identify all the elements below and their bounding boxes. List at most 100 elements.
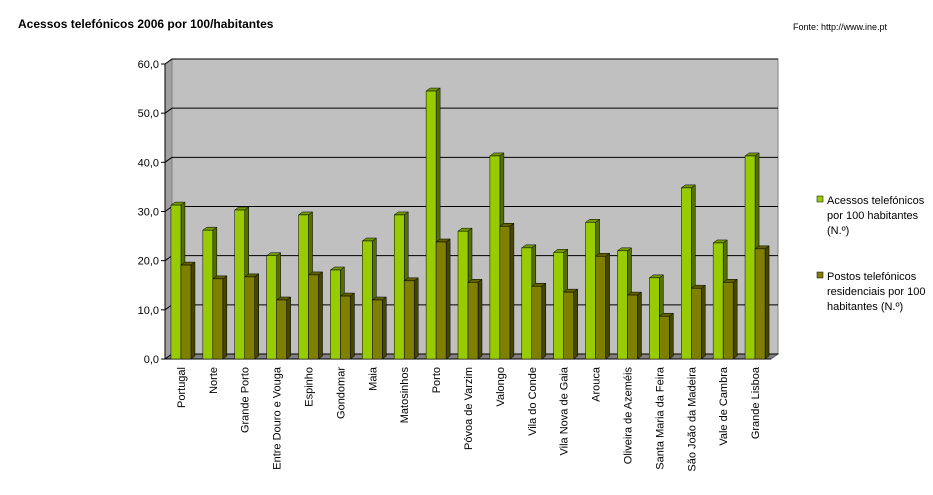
bar-front [744, 155, 756, 360]
bar-side [445, 238, 451, 360]
bar [467, 278, 483, 360]
bar-front [170, 204, 182, 360]
bar-front [330, 269, 341, 360]
bar-front [362, 240, 373, 360]
bar-front [457, 230, 469, 360]
y-tick-label: 40,0 [138, 157, 159, 169]
bar-front [180, 264, 192, 360]
x-tick-label: Oliveira de Azeméis [622, 367, 634, 465]
x-tick-label: Vila Nova de Gaia [559, 366, 571, 455]
bar [754, 245, 770, 360]
bar-front [393, 214, 405, 360]
x-tick-label: Matosinhos [399, 367, 411, 424]
bar-side [637, 291, 642, 360]
bar-side [318, 271, 323, 360]
bar-front [372, 299, 383, 360]
bar-front [563, 291, 574, 360]
y-tick-label: 60,0 [138, 59, 159, 71]
bar-front [681, 187, 692, 360]
bar-side [382, 296, 387, 360]
grid-line-side [164, 107, 173, 114]
bar [562, 288, 579, 360]
x-tick-label: Póvoa de Varzim [463, 367, 475, 450]
x-tick-label: Norte [208, 367, 220, 394]
x-tick-label: Porto [431, 367, 443, 393]
bar-front [595, 255, 606, 360]
x-tick-label: Portugal [176, 367, 188, 408]
bar [499, 222, 515, 360]
bar-front [212, 278, 224, 360]
bar-side [764, 245, 770, 360]
bar [658, 312, 675, 360]
x-tick-label: São João da Madeira [686, 366, 698, 471]
bar-front [585, 222, 596, 360]
bar-side [286, 296, 291, 360]
bar-front [234, 209, 245, 360]
bar [212, 275, 228, 360]
bar-front [403, 280, 415, 360]
bar-front [627, 294, 638, 360]
bar-front [553, 252, 564, 360]
legend-swatch [816, 195, 824, 203]
bar [531, 282, 547, 360]
bar-front [340, 295, 351, 360]
bar-side [701, 284, 706, 360]
bar [339, 292, 356, 360]
bar-front [467, 282, 479, 360]
grid-line-side [164, 156, 173, 163]
legend-swatch [816, 271, 824, 279]
y-tick-label: 10,0 [138, 305, 159, 317]
bar-side [350, 292, 355, 360]
x-tick-label: Espinho [304, 367, 316, 407]
bar-front [202, 229, 214, 360]
bar-front [308, 274, 319, 360]
bar-side [573, 288, 578, 360]
bar [275, 296, 292, 360]
bar-front [712, 242, 724, 360]
bar [594, 252, 611, 360]
bar-side [541, 282, 547, 360]
bar-side [669, 312, 674, 360]
bar-front [659, 315, 670, 360]
bar-side [190, 261, 196, 360]
bar-front [244, 276, 255, 360]
x-tick-label: Maia [367, 366, 379, 391]
bar [435, 238, 451, 360]
x-tick-label: Gondomar [335, 367, 347, 419]
bar-side [509, 222, 515, 360]
bar [722, 278, 738, 360]
chart-title: Acessos telefónicos 2006 por 100/habitan… [18, 17, 274, 31]
bar-side [222, 275, 228, 360]
x-tick-label: Grande Lisboa [750, 366, 762, 439]
x-tick-label: Vale de Cambra [718, 366, 730, 446]
y-tick-label: 20,0 [138, 256, 159, 268]
x-tick-label: Santa Maria da Feira [654, 366, 666, 470]
bar [626, 291, 643, 360]
y-tick-label: 0,0 [144, 354, 159, 366]
bar-front [617, 250, 628, 360]
bar-front [499, 226, 511, 360]
bar-front [521, 247, 533, 360]
legend-label: Acessos telefónicos por 100 habitantes (N.… [827, 195, 925, 237]
bar [690, 284, 707, 360]
bar-side [605, 252, 610, 360]
source-note: Fonte: http://www.ine.pt [793, 22, 888, 32]
bar-front [298, 214, 309, 360]
y-tick-label: 50,0 [138, 108, 159, 120]
x-tick-label: Vila do Conde [527, 367, 539, 436]
legend-label: Postos telefónicos residenciais por 100 ha… [827, 271, 925, 313]
x-tick-label: Entre Douro e Vouga [272, 366, 284, 470]
bar-front [435, 241, 447, 360]
bar-side [413, 277, 419, 360]
bar-side [477, 278, 483, 360]
bar [243, 273, 260, 360]
bar [403, 277, 419, 360]
bar-front [425, 90, 437, 360]
bar [180, 261, 196, 360]
bar-front [489, 155, 501, 360]
bar-side [732, 278, 738, 360]
bar [371, 296, 388, 360]
bar-front [276, 299, 287, 360]
bar-side [254, 273, 259, 360]
